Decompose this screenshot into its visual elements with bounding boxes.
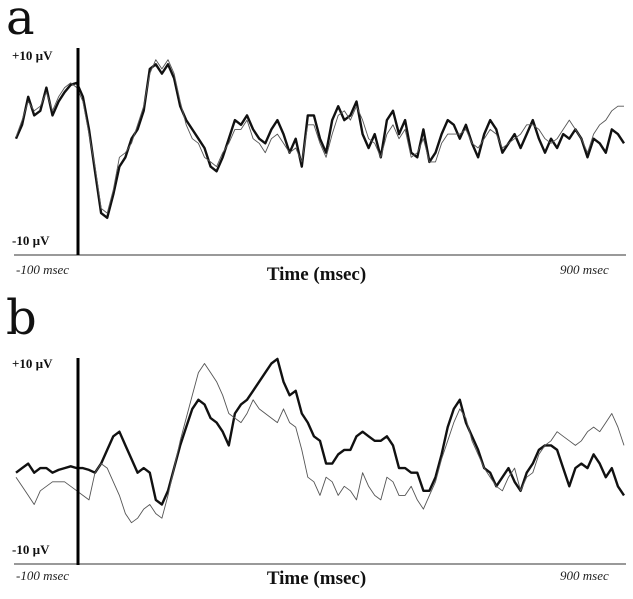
y-max-label: +10 µV bbox=[12, 48, 53, 63]
x-min-label: -100 msec bbox=[16, 262, 70, 277]
panel-a: a +10 µV -10 µV -100 msec 900 msec Time … bbox=[6, 0, 626, 285]
x-axis-title: Time (msec) bbox=[266, 568, 367, 589]
series-line-thick bbox=[15, 357, 625, 506]
x-max-label: 900 msec bbox=[560, 568, 609, 583]
x-min-label: -100 msec bbox=[16, 568, 70, 583]
panel-b: b +10 µV -10 µV -100 msec 900 msec Time … bbox=[0, 290, 633, 599]
panel-label: a bbox=[6, 0, 35, 46]
y-max-label: +10 µV bbox=[12, 356, 53, 371]
erp-plot-b bbox=[14, 357, 626, 565]
y-min-label: -10 µV bbox=[12, 542, 50, 557]
series-line-thick bbox=[14, 63, 626, 220]
panel-label: b bbox=[6, 290, 37, 346]
series-line-thin bbox=[15, 363, 625, 524]
erp-plot-a bbox=[14, 48, 626, 256]
series-line-thin bbox=[15, 59, 624, 214]
x-max-label: 900 msec bbox=[560, 262, 609, 277]
x-axis-title: Time (msec) bbox=[266, 264, 367, 285]
y-min-label: -10 µV bbox=[12, 233, 50, 248]
